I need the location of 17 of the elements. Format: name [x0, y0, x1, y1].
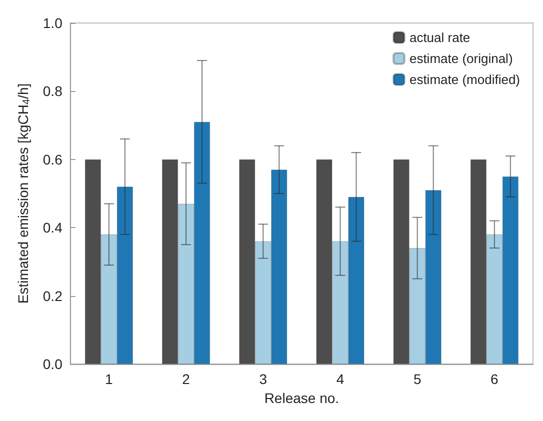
y-tick-label: 1.0: [42, 15, 63, 31]
x-tick-label: 1: [105, 371, 114, 387]
y-axis-title: Estimated emission rates [kgCH4/h]: [15, 83, 32, 304]
x-tick-label: 5: [413, 371, 422, 387]
legend-label: actual rate: [409, 30, 470, 45]
y-tick-label: 0.4: [42, 220, 63, 236]
y-tick-label: 0.8: [42, 83, 63, 100]
y-tick-label: 0.0: [42, 356, 63, 372]
y-tick-label: 0.2: [42, 288, 63, 304]
x-axis-title: Release no.: [264, 390, 340, 406]
x-tick-label: 2: [182, 371, 190, 387]
legend-label: estimate (original): [409, 51, 513, 66]
y-tick-label: 0.6: [42, 151, 63, 168]
legend-label: estimate (modified): [409, 72, 520, 87]
x-tick-label: 6: [490, 371, 499, 387]
x-tick-label: 3: [259, 371, 268, 387]
x-tick-label: 4: [336, 371, 344, 387]
